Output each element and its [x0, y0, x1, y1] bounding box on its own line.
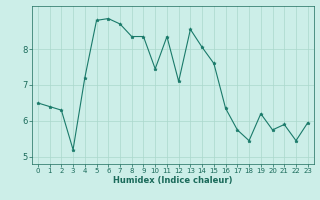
X-axis label: Humidex (Indice chaleur): Humidex (Indice chaleur) [113, 176, 233, 185]
